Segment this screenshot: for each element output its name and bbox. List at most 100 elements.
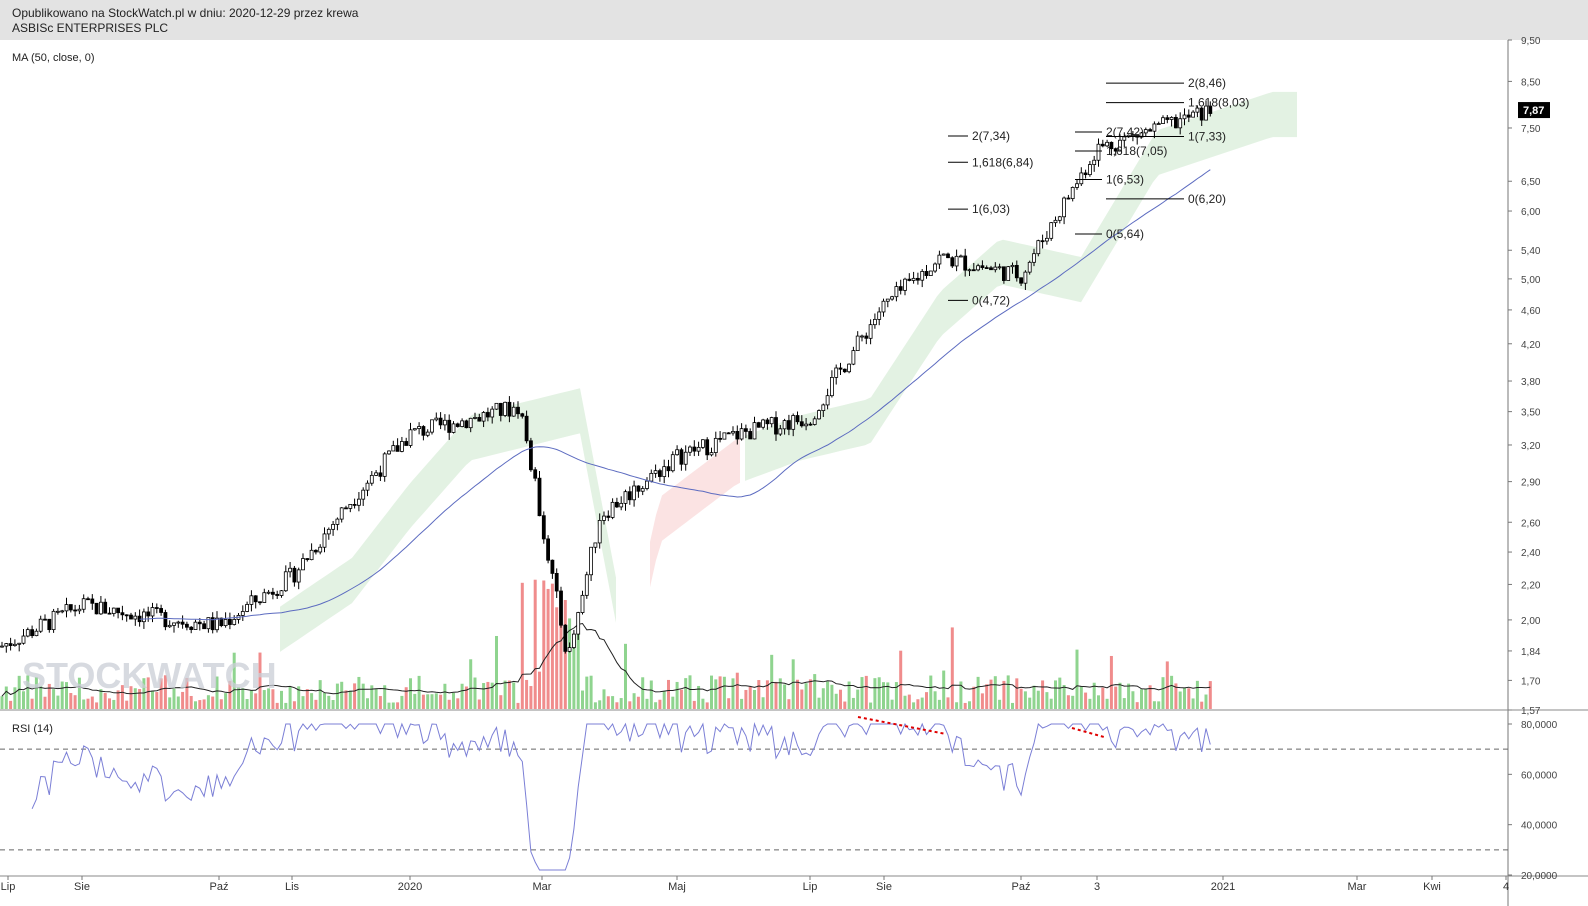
volume-bar — [615, 702, 619, 709]
candle-body — [516, 406, 520, 415]
volume-bar — [1157, 701, 1161, 709]
candle-body — [64, 604, 69, 612]
instrument-name: ASBISc ENTERPRISES PLC — [12, 21, 169, 35]
candle-body — [12, 643, 17, 646]
candle-body — [133, 615, 138, 620]
volume-bar — [30, 698, 34, 709]
candle-body — [666, 466, 671, 472]
volume-bar — [525, 679, 529, 709]
volume-bar — [1109, 655, 1113, 709]
price-tick-label: 1,57 — [1521, 706, 1541, 717]
candle-body — [305, 558, 310, 561]
price-tick-label: 3,20 — [1521, 441, 1541, 452]
volume-bar — [864, 675, 868, 709]
published-info: Opublikowano na StockWatch.pl w dniu: 20… — [12, 6, 359, 20]
volume-bar — [73, 695, 77, 709]
candle-body — [60, 610, 65, 613]
candle-body — [769, 417, 774, 425]
fib-level-label: 1,618(8,03) — [1188, 96, 1249, 110]
volume-bar — [155, 692, 159, 709]
candle-body — [430, 419, 434, 433]
candle-body — [679, 449, 684, 465]
volume-bar — [968, 701, 971, 709]
volume-bar — [1144, 688, 1148, 709]
candle-body — [490, 408, 495, 418]
candle-body — [705, 439, 710, 456]
volume-bar — [1019, 688, 1023, 709]
candle-body — [511, 406, 516, 417]
candle-body — [559, 590, 563, 626]
volume-bar — [482, 683, 486, 709]
volume-bar — [533, 579, 537, 709]
volume-bar — [748, 686, 752, 709]
candle-body — [752, 422, 757, 440]
candle-body — [124, 614, 129, 617]
volume-bar — [1049, 698, 1053, 709]
volume-bar — [976, 676, 980, 709]
candle-body — [722, 432, 727, 440]
last-price-label: 7,87 — [1523, 105, 1544, 117]
volume-bar — [714, 679, 718, 709]
volume-bar — [546, 588, 550, 709]
candle-body — [176, 621, 181, 624]
candle-body — [645, 480, 649, 489]
volume-bar — [1088, 698, 1092, 709]
volume-bar — [933, 691, 937, 709]
volume-bar — [138, 689, 142, 709]
candle-body — [56, 610, 60, 613]
time-tick-label: Kwi — [1423, 881, 1441, 893]
volume-bar — [56, 695, 60, 709]
candle-body — [1169, 117, 1174, 120]
candle-body — [855, 335, 860, 352]
candle-body — [1027, 261, 1032, 273]
candle-body — [1135, 134, 1140, 138]
candle-body — [576, 612, 581, 635]
candle-body — [572, 633, 576, 648]
volume-bar — [254, 693, 258, 709]
candle-body — [967, 269, 972, 272]
volume-bar — [142, 678, 146, 709]
candle-body — [941, 253, 946, 256]
volume-bar — [1152, 701, 1156, 709]
volume-bar — [52, 689, 56, 709]
volume-bar — [1071, 695, 1075, 709]
volume-bar — [684, 678, 688, 709]
volume-bar — [740, 698, 744, 709]
candle-body — [451, 423, 456, 433]
volume-bar — [800, 689, 804, 709]
volume-bar — [443, 683, 447, 709]
candle-body — [296, 569, 301, 583]
candle-body — [791, 415, 796, 430]
volume-bar — [804, 683, 808, 709]
candle-body — [391, 445, 396, 452]
candle-body — [868, 324, 873, 339]
volume-bar — [1174, 683, 1178, 709]
volume-bar — [439, 694, 443, 709]
volume-bar — [705, 702, 709, 709]
candle-body — [903, 278, 907, 291]
volume-bar — [882, 682, 885, 709]
candle-body — [94, 602, 99, 615]
volume-bar — [550, 583, 554, 709]
volume-bar — [86, 698, 90, 709]
price-tick-label: 6,50 — [1521, 177, 1541, 188]
fib-level-label: 2(7,34) — [972, 129, 1010, 143]
volume-bar — [697, 685, 701, 709]
volume-bar — [688, 675, 692, 709]
volume-bar — [1208, 681, 1212, 709]
volume-bar — [538, 671, 541, 709]
candle-body — [434, 417, 439, 421]
candle-body — [825, 395, 830, 406]
candle-body — [485, 412, 490, 418]
candle-body — [219, 617, 224, 627]
volume-bar — [258, 652, 262, 709]
candle-body — [90, 598, 95, 604]
stockwatch-watermark: STOCKWATCH — [22, 655, 277, 696]
volume-bar — [727, 698, 731, 709]
candle-body — [47, 618, 52, 631]
volume-bar — [374, 688, 378, 709]
candle-body — [498, 402, 503, 416]
volume-bar — [1148, 685, 1152, 709]
volume-bar — [529, 686, 533, 709]
candle-body — [851, 350, 856, 365]
